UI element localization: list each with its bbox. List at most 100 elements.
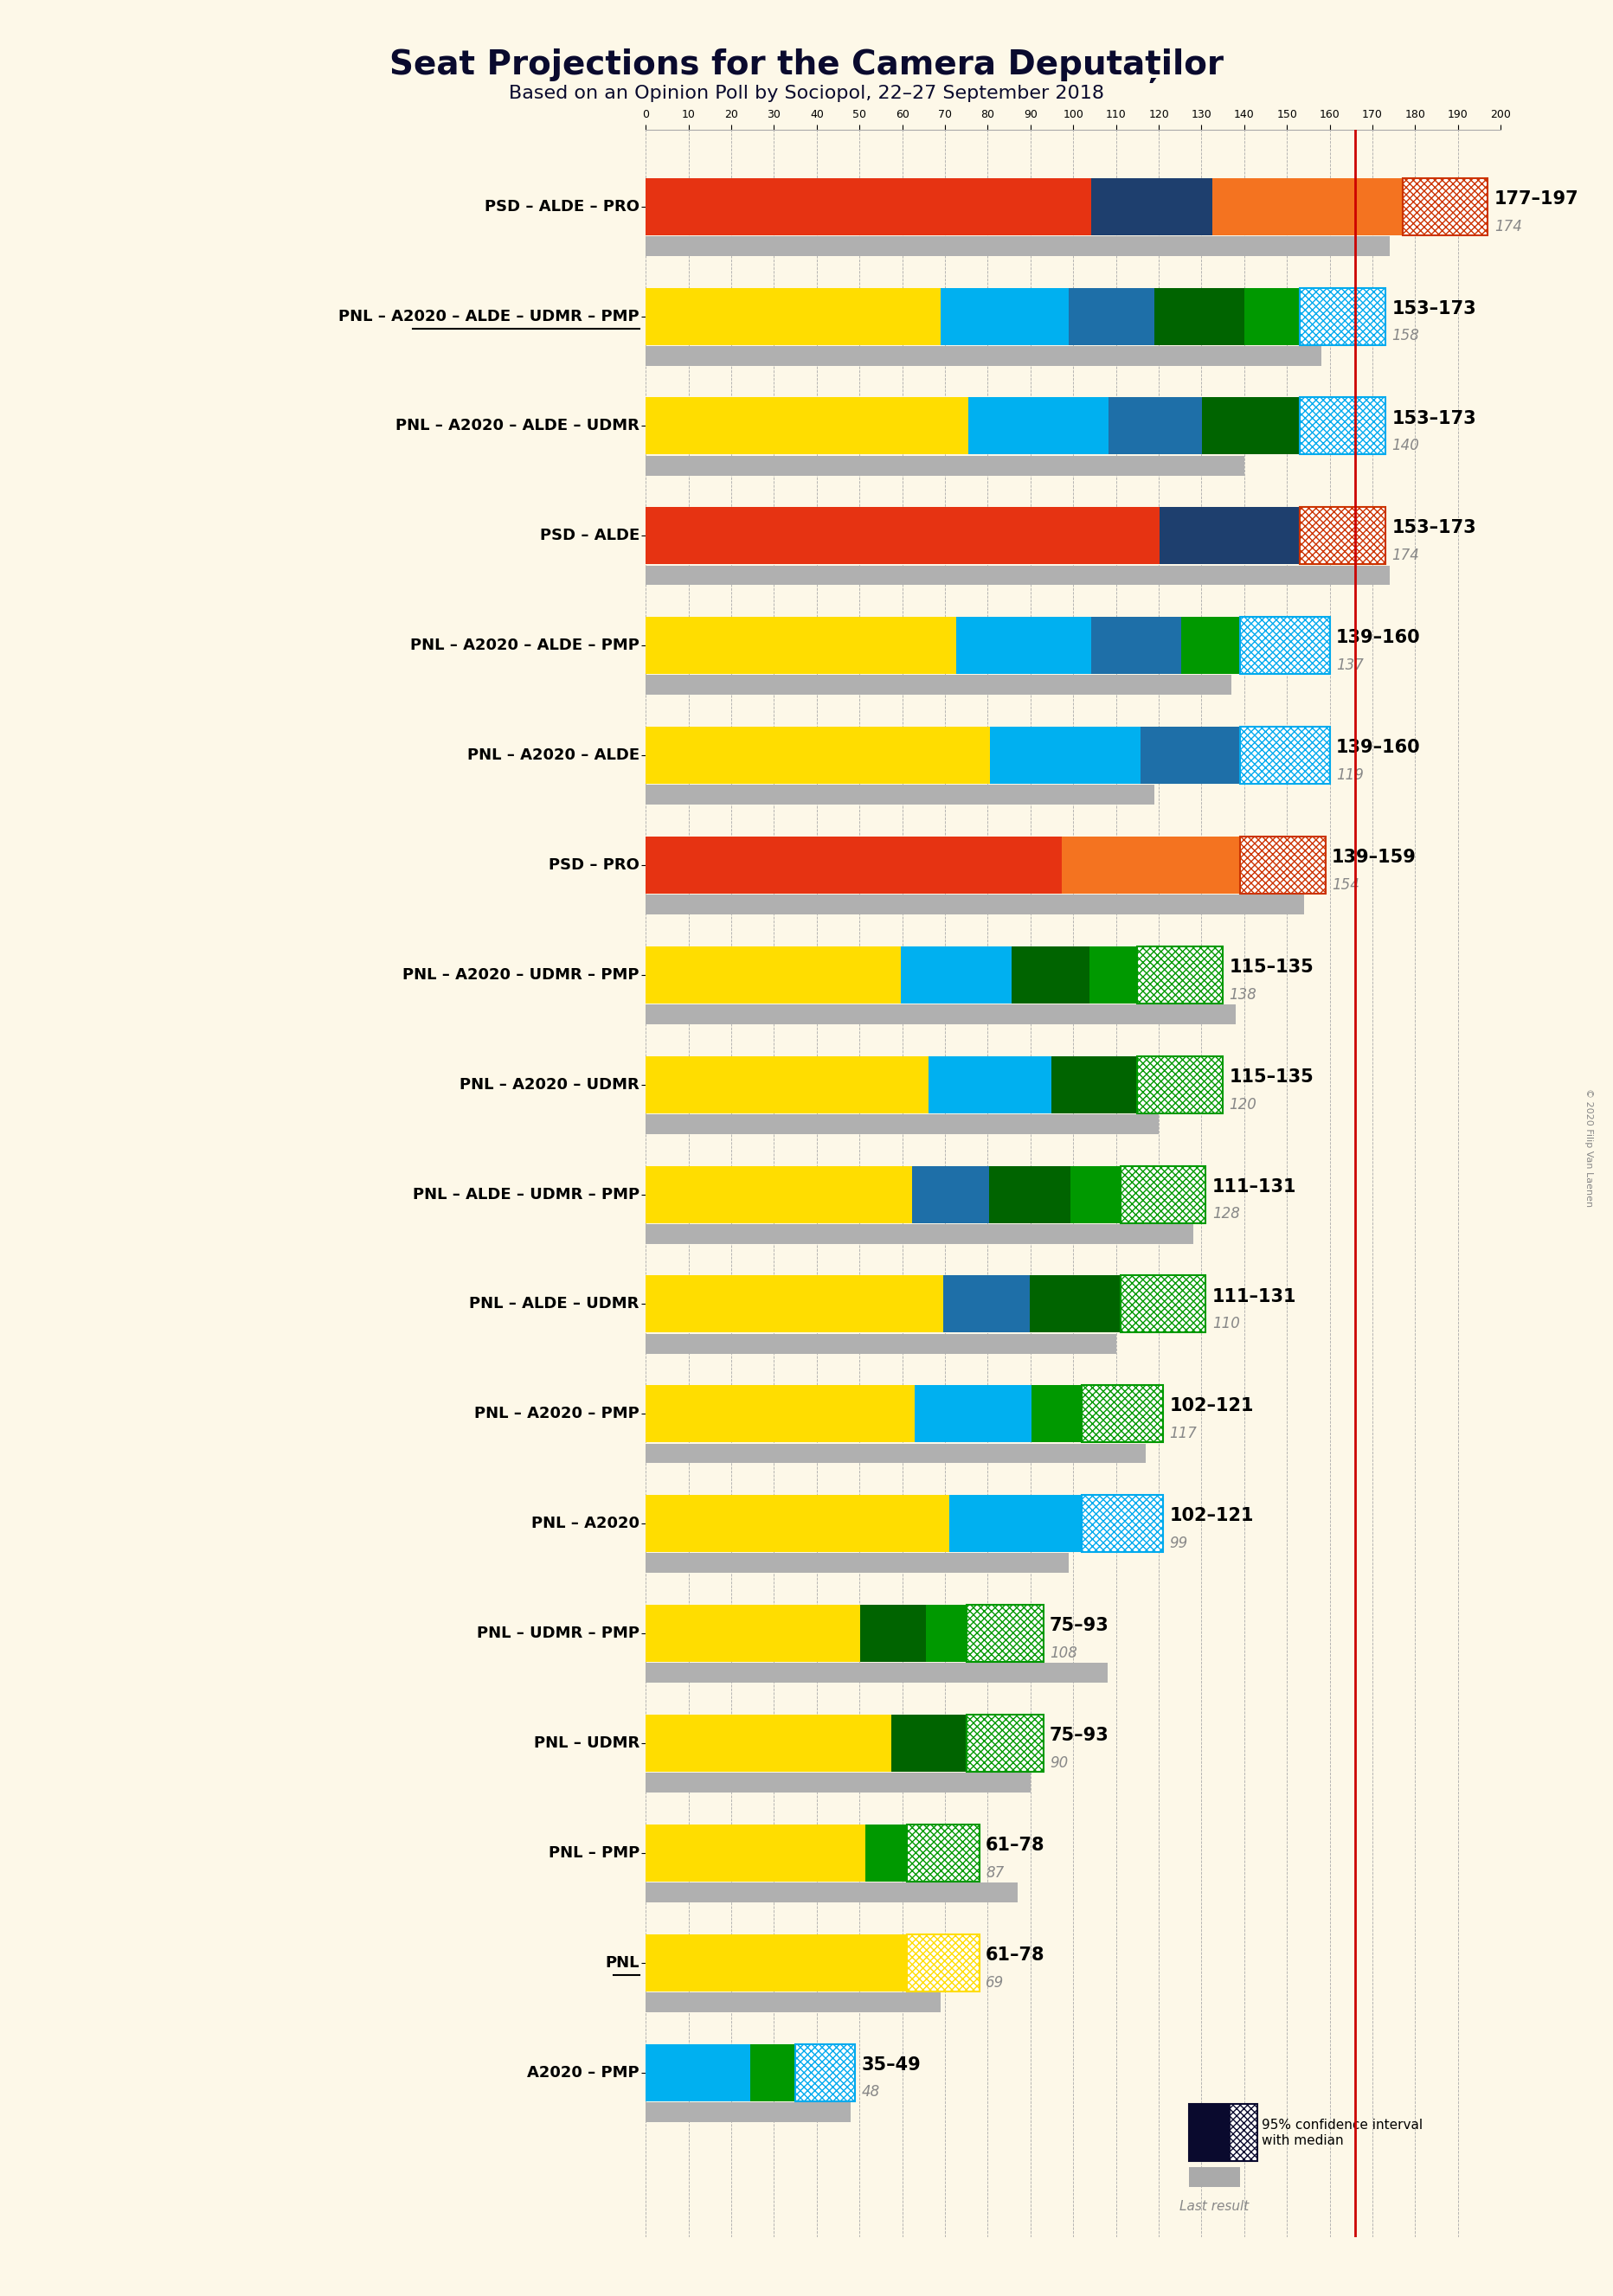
Text: PNL: PNL (605, 1954, 639, 1970)
Bar (968, 397, 1108, 455)
Bar (1402, 179, 1487, 234)
Bar (1082, 1495, 1163, 1552)
Bar (795, 2043, 855, 2101)
Text: 87: 87 (986, 1864, 1003, 1880)
Text: 99: 99 (1169, 1536, 1187, 1552)
Bar (1213, 179, 1402, 234)
Bar (645, 179, 1090, 234)
Bar (1108, 397, 1202, 455)
Bar (1189, 2105, 1257, 2161)
Text: 35–49: 35–49 (861, 2057, 921, 2073)
Bar (990, 728, 1140, 783)
Text: PNL – A2020 – UDMR: PNL – A2020 – UDMR (460, 1077, 639, 1093)
Bar (1300, 397, 1386, 455)
Bar (1240, 728, 1329, 783)
Bar (989, 1166, 1069, 1224)
Bar (1121, 1166, 1207, 1224)
Bar (645, 728, 990, 783)
Text: PNL – UDMR – PMP: PNL – UDMR – PMP (477, 1626, 639, 1642)
Bar (1137, 946, 1223, 1003)
Bar (645, 618, 957, 675)
Text: 102–121: 102–121 (1169, 1506, 1253, 1525)
Bar (950, 1495, 1082, 1552)
Bar (1300, 287, 1386, 344)
Text: PNL – ALDE – UDMR – PMP: PNL – ALDE – UDMR – PMP (413, 1187, 639, 1203)
Bar (1137, 1056, 1223, 1114)
Text: 69: 69 (986, 1975, 1003, 1991)
Text: 102–121: 102–121 (1169, 1398, 1253, 1414)
Bar (1061, 836, 1240, 893)
Bar (1137, 1056, 1223, 1114)
Text: 128: 128 (1213, 1205, 1240, 1221)
Bar (1090, 179, 1213, 234)
Bar (750, 2043, 795, 2101)
Bar (1244, 287, 1300, 344)
Bar (645, 1166, 911, 1224)
Bar (645, 507, 1160, 565)
Text: 153–173: 153–173 (1392, 409, 1476, 427)
Bar (795, 2043, 855, 2101)
Text: 174: 174 (1494, 218, 1523, 234)
Bar (1082, 1495, 1163, 1552)
Bar (645, 785, 1155, 804)
Bar (1121, 1166, 1207, 1224)
Text: PSD – ALDE – PRO: PSD – ALDE – PRO (484, 200, 639, 214)
Text: 138: 138 (1229, 987, 1257, 1003)
Bar (645, 397, 968, 455)
Bar (645, 1277, 944, 1332)
Bar (1240, 836, 1326, 893)
Bar (966, 1605, 1044, 1662)
Bar (645, 1444, 1145, 1463)
Text: 158: 158 (1392, 328, 1419, 344)
Bar (1011, 946, 1089, 1003)
Bar (1189, 2105, 1229, 2161)
Bar (795, 2043, 855, 2101)
Bar (1402, 179, 1487, 234)
Bar (907, 1933, 979, 1991)
Bar (645, 1224, 1194, 1244)
Text: 111–131: 111–131 (1213, 1288, 1297, 1304)
Bar (907, 1933, 979, 1991)
Bar (929, 1056, 1052, 1114)
Text: 61–78: 61–78 (986, 1837, 1045, 1853)
Bar (966, 1605, 1044, 1662)
Text: PSD – PRO: PSD – PRO (548, 856, 639, 872)
Bar (645, 1554, 1069, 1573)
Bar (645, 675, 1231, 696)
Bar (1300, 507, 1386, 565)
Bar (645, 1334, 1116, 1355)
Bar (1402, 179, 1487, 234)
Bar (1181, 618, 1240, 675)
Bar (645, 287, 940, 344)
Bar (944, 1277, 1029, 1332)
Text: PNL – A2020 – ALDE – PMP: PNL – A2020 – ALDE – PMP (410, 638, 639, 654)
Text: 75–93: 75–93 (1050, 1616, 1110, 1635)
Bar (1082, 1384, 1163, 1442)
Text: 139–159: 139–159 (1332, 850, 1416, 866)
Bar (645, 1495, 950, 1552)
Bar (1121, 1277, 1207, 1332)
Bar (645, 1993, 940, 2011)
Bar (645, 1056, 929, 1114)
Text: A2020 – PMP: A2020 – PMP (527, 2064, 639, 2080)
Bar (645, 1715, 892, 1773)
Text: © 2020 Filip Van Laenen: © 2020 Filip Van Laenen (1584, 1088, 1594, 1208)
Bar (1092, 618, 1181, 675)
Bar (865, 1825, 907, 1880)
Bar (645, 1384, 915, 1442)
Text: PNL – ALDE – UDMR: PNL – ALDE – UDMR (469, 1297, 639, 1311)
Text: PNL – A2020 – UDMR – PMP: PNL – A2020 – UDMR – PMP (403, 967, 639, 983)
Bar (645, 565, 1389, 585)
Bar (1229, 2105, 1257, 2161)
Text: 119: 119 (1336, 767, 1363, 783)
Bar (1240, 836, 1326, 893)
Bar (861, 1605, 926, 1662)
Bar (915, 1384, 1031, 1442)
Bar (1069, 287, 1155, 344)
Bar (957, 618, 1092, 675)
Text: 154: 154 (1332, 877, 1360, 893)
Bar (645, 1662, 1108, 1683)
Bar (645, 1933, 907, 1991)
Bar (1240, 618, 1329, 675)
Bar (1240, 618, 1329, 675)
